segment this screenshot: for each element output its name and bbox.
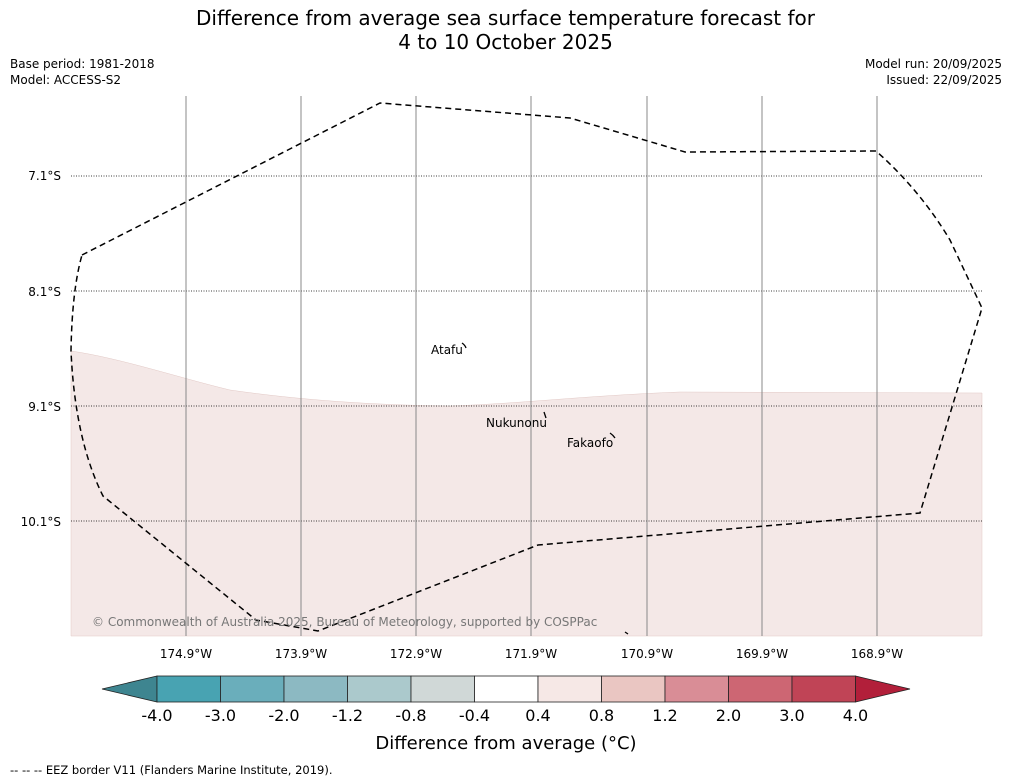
colorbar-segment-7 bbox=[537, 675, 602, 703]
lat-label-10-1: 10.1°S bbox=[21, 515, 61, 529]
lon-label-171-9: 171.9°W bbox=[505, 647, 557, 661]
small-islet bbox=[624, 631, 629, 635]
colorbar-label: Difference from average (°C) bbox=[375, 733, 636, 754]
colorbar-segment-11 bbox=[791, 675, 856, 703]
eez-border bbox=[70, 102, 983, 632]
colorbar-tick: -4.0 bbox=[141, 706, 172, 725]
colorbar-segment-4 bbox=[347, 675, 412, 703]
lon-label-170-9: 170.9°W bbox=[621, 647, 673, 661]
lat-label-8-1: 8.1°S bbox=[28, 285, 61, 299]
latitude-gridlines bbox=[71, 175, 982, 522]
model-run: Model run: 20/09/2025 bbox=[864, 57, 1002, 71]
colorbar bbox=[101, 675, 911, 703]
atoll-outlines bbox=[461, 342, 629, 635]
colorbar-segment-2 bbox=[220, 675, 285, 703]
colorbar-segment-5 bbox=[410, 675, 475, 703]
colorbar-tick: -0.4 bbox=[459, 706, 490, 725]
colorbar-tick: 0.8 bbox=[589, 706, 614, 725]
lon-label-173-9: 173.9°W bbox=[275, 647, 327, 661]
colorbar-segment-9 bbox=[664, 675, 729, 703]
colorbar-tick: 3.0 bbox=[779, 706, 804, 725]
fakaofo-outline bbox=[609, 432, 616, 439]
lat-label-9-1: 9.1°S bbox=[28, 400, 61, 414]
lon-label-174-9: 174.9°W bbox=[160, 647, 212, 661]
colorbar-tick-labels: -4.0 -3.0 -2.0 -1.2 -0.8 -0.4 0.4 0.8 1.… bbox=[141, 706, 868, 725]
meta-left: Base period: 1981-2018 Model: ACCESS-S2 bbox=[10, 56, 155, 88]
colorbar-segment-10 bbox=[728, 675, 793, 703]
lat-label-7-1: 7.1°S bbox=[28, 169, 61, 183]
colorbar-tick: 2.0 bbox=[716, 706, 741, 725]
colorbar-segment-3 bbox=[283, 675, 348, 703]
place-labels: Atafu Nukunonu Fakaofo bbox=[431, 343, 613, 450]
colorbar-segment-lower-extend bbox=[101, 675, 158, 703]
copyright-text: © Commonwealth of Australia 2025, Bureau… bbox=[92, 615, 597, 629]
title-line-1: Difference from average sea surface temp… bbox=[195, 6, 815, 30]
colorbar-tick: -2.0 bbox=[268, 706, 299, 725]
base-period: Base period: 1981-2018 bbox=[10, 57, 155, 71]
colorbar-segment-6 bbox=[474, 675, 539, 703]
title-line-2: 4 to 10 October 2025 bbox=[398, 30, 613, 54]
colorbar-segment-upper-extend bbox=[855, 675, 911, 703]
lon-label-172-9: 172.9°W bbox=[390, 647, 442, 661]
colorbar-segment-1 bbox=[156, 675, 221, 703]
atafu-outline bbox=[461, 342, 467, 349]
lon-label-168-9: 168.9°W bbox=[851, 647, 903, 661]
latitude-labels: 7.1°S 8.1°S 9.1°S 10.1°S bbox=[21, 169, 61, 529]
lon-label-169-9: 169.9°W bbox=[736, 647, 788, 661]
issued-date: Issued: 22/09/2025 bbox=[886, 73, 1002, 87]
chart-title: Difference from average sea surface temp… bbox=[0, 6, 1011, 54]
colorbar-tick: 1.2 bbox=[652, 706, 677, 725]
meta-right: Model run: 20/09/2025 Issued: 22/09/2025 bbox=[865, 56, 1002, 88]
footer-note: -- -- -- EEZ border V11 (Flanders Marine… bbox=[10, 763, 333, 777]
nukunonu-outline bbox=[543, 411, 547, 419]
colorbar-tick: 4.0 bbox=[843, 706, 868, 725]
longitude-labels: 174.9°W 173.9°W 172.9°W 171.9°W 170.9°W … bbox=[160, 647, 903, 661]
colorbar-segment-8 bbox=[601, 675, 666, 703]
place-atafu: Atafu bbox=[431, 343, 463, 357]
colorbar-tick: -1.2 bbox=[332, 706, 363, 725]
colorbar-tick: -3.0 bbox=[205, 706, 236, 725]
anomaly-shading-0.4-0.8 bbox=[70, 350, 983, 637]
model-name: Model: ACCESS-S2 bbox=[10, 73, 122, 87]
place-fakaofo: Fakaofo bbox=[567, 436, 613, 450]
longitude-gridlines bbox=[185, 96, 878, 636]
colorbar-tick: -0.8 bbox=[395, 706, 426, 725]
place-nukunonu: Nukunonu bbox=[486, 416, 547, 430]
colorbar-tick: 0.4 bbox=[525, 706, 550, 725]
